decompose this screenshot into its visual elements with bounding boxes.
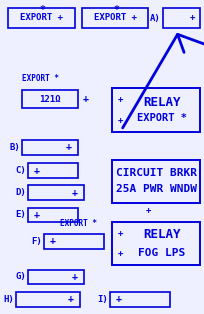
Text: +: + [190,14,195,23]
Bar [82,8,148,28]
Text: +: + [68,295,74,305]
Text: +: + [118,95,123,104]
Bar [112,88,200,132]
Bar [163,8,200,28]
Bar [22,140,78,155]
Text: G): G) [15,273,26,281]
Text: 25A PWR WNDW: 25A PWR WNDW [115,185,196,194]
Text: *: * [113,5,119,15]
Text: +: + [83,94,89,104]
Bar [28,185,84,200]
Text: +: + [72,272,78,282]
Bar [8,8,75,28]
Text: *: * [39,5,45,15]
Text: RELAY: RELAY [143,228,181,241]
Text: B): B) [9,143,20,152]
Text: +: + [72,187,78,198]
Bar [112,222,200,265]
Bar [112,160,200,203]
Text: +: + [34,210,40,220]
Text: E): E) [15,210,26,219]
Text: EXPORT *: EXPORT * [60,219,97,228]
Text: +: + [116,295,122,305]
Text: H): H) [3,295,14,304]
Text: +: + [118,249,123,258]
Bar [28,163,78,178]
Text: EXPORT +: EXPORT + [93,14,136,23]
Text: +: + [50,236,56,246]
Text: +: + [34,165,40,176]
Text: F): F) [31,237,42,246]
Bar [28,270,84,284]
Text: I): I) [97,295,108,304]
Text: +: + [118,229,123,238]
Bar [16,292,80,307]
Text: A): A) [150,14,161,23]
Text: RELAY: RELAY [143,95,181,109]
Text: EXPORT +: EXPORT + [20,14,63,23]
Bar [110,292,170,307]
Text: C): C) [15,166,26,175]
Text: D): D) [15,188,26,197]
Text: EXPORT *: EXPORT * [22,74,59,83]
Bar [44,234,104,249]
Text: FOG LPS: FOG LPS [138,247,186,257]
Text: +: + [66,143,72,153]
Text: EXPORT *: EXPORT * [137,113,187,123]
Bar [22,90,78,108]
Text: CIRCUIT BRKR: CIRCUIT BRKR [115,167,196,177]
Bar [28,208,78,222]
Text: +: + [118,116,123,125]
Text: +: + [145,206,151,215]
Text: 121Ω: 121Ω [39,95,61,104]
